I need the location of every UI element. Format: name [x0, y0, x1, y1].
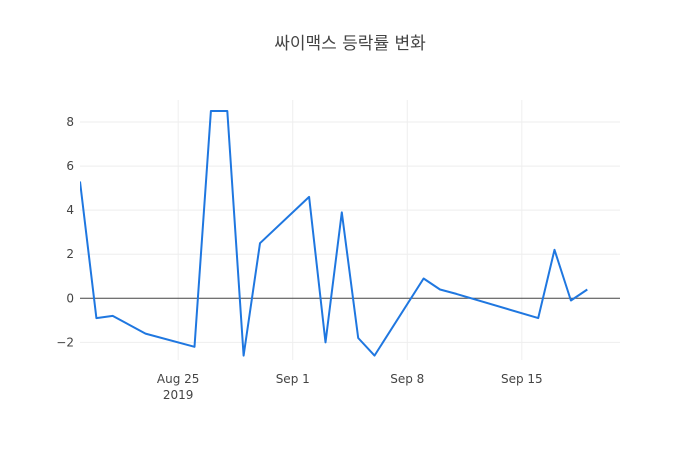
x-tick-label: Sep 15: [501, 372, 543, 386]
y-tick-label: 6: [66, 159, 74, 173]
axis-labels-layer: −2 0 2 4 6 8 Aug 25 2019 Sep 1 Sep 8 Sep 15: [56, 115, 542, 402]
x-tick-label: Sep 1: [276, 372, 310, 386]
x-tick-label: Sep 8: [390, 372, 424, 386]
chart-title: 싸이맥스 등락률 변화: [274, 34, 426, 54]
y-tick-label: 4: [66, 203, 74, 217]
y-tick-label: −2: [56, 335, 74, 349]
x-tick-sublabel: 2019: [163, 388, 194, 402]
series-layer: [80, 110, 588, 357]
grid-layer: [80, 100, 620, 360]
y-tick-label: 2: [66, 247, 74, 261]
x-tick-label: Aug 25: [157, 372, 200, 386]
series-line: [80, 110, 588, 357]
y-tick-label: 8: [66, 115, 74, 129]
y-tick-label: 0: [66, 291, 74, 305]
